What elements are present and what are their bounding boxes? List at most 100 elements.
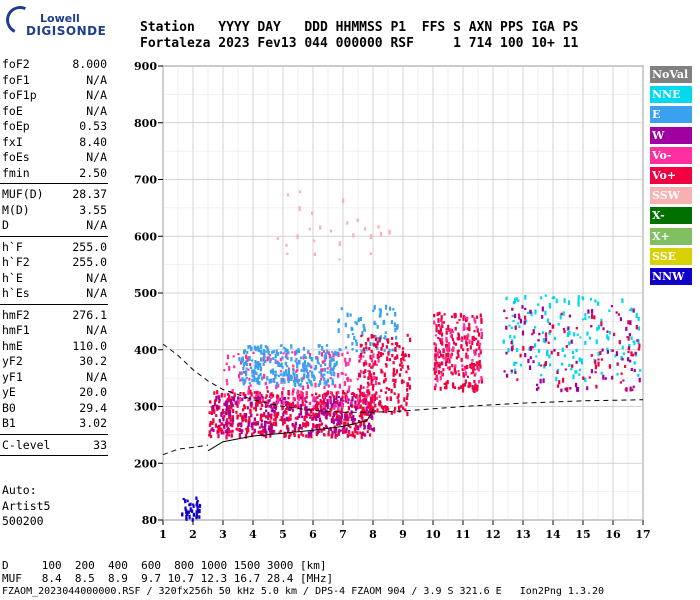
echo-point xyxy=(211,421,214,425)
echo-point xyxy=(184,499,187,504)
echo-point xyxy=(241,397,244,402)
echo-point xyxy=(463,323,466,328)
echo-point xyxy=(333,402,336,405)
echo-point xyxy=(322,433,326,436)
echo-point xyxy=(251,359,254,362)
echo-point xyxy=(393,392,396,395)
legend-item-vo: Vo- xyxy=(650,146,692,164)
echo-point xyxy=(277,397,280,402)
param-row: fmin 2.50 xyxy=(2,166,107,182)
echo-point xyxy=(379,231,383,237)
echo-point xyxy=(408,384,411,390)
echo-point xyxy=(350,401,353,405)
echo-point xyxy=(368,347,371,351)
echo-point xyxy=(226,354,230,360)
echo-point xyxy=(261,352,264,355)
echo-point xyxy=(370,358,373,363)
echo-point xyxy=(243,413,246,416)
x-tick-label: 1 xyxy=(159,528,167,541)
echo-point xyxy=(393,384,396,389)
echo-point xyxy=(394,373,397,376)
echo-point xyxy=(548,302,551,308)
echo-point xyxy=(366,401,369,405)
echo-point xyxy=(433,313,436,318)
echo-point xyxy=(188,514,191,520)
echo-point xyxy=(182,497,185,501)
echo-point xyxy=(442,348,445,353)
echo-point xyxy=(239,392,242,395)
echo-point xyxy=(373,363,376,366)
echo-point xyxy=(362,323,365,328)
echo-point xyxy=(371,428,374,431)
echo-point xyxy=(301,379,304,383)
param-value: 33 xyxy=(93,437,107,452)
echo-point xyxy=(479,313,482,318)
x-tick-label: 16 xyxy=(605,528,621,541)
echo-point xyxy=(443,382,446,386)
echo-point xyxy=(309,414,312,417)
echo-point xyxy=(587,309,590,314)
echo-point xyxy=(220,422,223,426)
echo-point xyxy=(356,378,359,381)
echo-point xyxy=(523,320,526,325)
echo-point xyxy=(515,361,518,364)
echo-point xyxy=(286,405,289,410)
echo-point xyxy=(572,355,575,359)
echo-point xyxy=(311,372,314,376)
echo-point xyxy=(478,345,481,348)
echo-point xyxy=(462,383,465,388)
echo-point xyxy=(507,347,510,353)
echo-point xyxy=(270,417,273,420)
echo-point xyxy=(257,396,260,400)
echo-point xyxy=(273,409,276,414)
echo-point xyxy=(441,320,444,325)
echo-point xyxy=(528,365,532,370)
echo-point xyxy=(434,343,437,347)
echo-point xyxy=(257,361,260,365)
echo-point xyxy=(597,358,600,361)
echo-point xyxy=(346,401,350,404)
echo-point xyxy=(628,333,631,337)
echo-point xyxy=(246,363,249,366)
echo-point xyxy=(198,515,201,519)
echo-point xyxy=(318,350,321,355)
echo-point xyxy=(185,516,188,521)
echo-point xyxy=(633,340,636,346)
echo-point xyxy=(396,324,399,329)
echo-point xyxy=(573,332,576,337)
echo-point xyxy=(630,367,633,371)
echo-point xyxy=(369,341,372,346)
echo-point xyxy=(561,347,564,352)
echo-point xyxy=(325,344,329,347)
echo-point xyxy=(328,398,331,403)
echo-point xyxy=(212,418,215,421)
echo-point xyxy=(437,348,440,352)
echo-point xyxy=(401,350,404,355)
echo-point xyxy=(619,317,622,321)
echo-point xyxy=(531,346,534,349)
echo-point xyxy=(586,331,589,336)
echo-point xyxy=(639,369,642,372)
echo-point xyxy=(338,410,341,413)
echo-point xyxy=(362,362,366,367)
echo-point xyxy=(448,366,451,371)
echo-point xyxy=(345,417,348,422)
echo-point xyxy=(600,358,603,361)
echo-point xyxy=(637,373,640,377)
echo-point xyxy=(637,347,640,351)
echo-point xyxy=(472,363,475,365)
echo-point xyxy=(529,309,532,314)
echo-point xyxy=(312,405,315,409)
echo-point xyxy=(217,433,220,439)
echo-point xyxy=(337,396,340,398)
echo-point xyxy=(240,431,243,435)
echo-point xyxy=(452,341,456,345)
echo-point xyxy=(327,384,330,388)
param-row: h`E N/A xyxy=(2,271,107,287)
echo-point xyxy=(608,364,611,369)
echo-point xyxy=(329,413,332,417)
echo-point xyxy=(334,350,337,356)
param-separator xyxy=(0,235,108,237)
echo-point xyxy=(326,404,329,409)
echo-point xyxy=(353,336,356,341)
